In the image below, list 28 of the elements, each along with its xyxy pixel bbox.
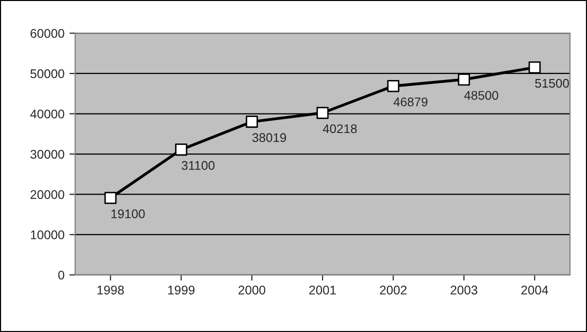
point [246, 116, 258, 128]
point [175, 144, 188, 156]
point [104, 192, 117, 204]
data-label: 48500 [464, 90, 498, 100]
y-tick-label: 60000 [30, 29, 64, 38]
data-label: 19100 [111, 209, 145, 218]
point [528, 61, 541, 74]
data-label: 40218 [322, 124, 357, 134]
point [387, 80, 400, 92]
x-tick-label: 2003 [450, 286, 478, 294]
x-tick-label: 2002 [380, 286, 407, 294]
x-tick-label: 2001 [309, 286, 336, 294]
point [458, 73, 470, 86]
y-tick-label: 20000 [30, 190, 64, 199]
y-tick-label: 10000 [30, 230, 64, 240]
data-label: 51500 [535, 78, 569, 88]
x-tick-label: 1999 [168, 286, 194, 294]
point [316, 106, 329, 119]
data-label: 46879 [394, 97, 428, 106]
data-label: 31100 [182, 161, 215, 170]
data-label: 38019 [252, 133, 286, 142]
x-tick-label: 1998 [98, 286, 124, 294]
y-tick-label: 40000 [30, 110, 64, 118]
x-tick-label: 2000 [238, 286, 266, 294]
y-tick-label: 0 [58, 270, 64, 280]
x-tick-label: 2004 [521, 286, 548, 294]
y-tick-label: 50000 [30, 69, 64, 78]
y-tick-label: 30000 [30, 150, 64, 159]
